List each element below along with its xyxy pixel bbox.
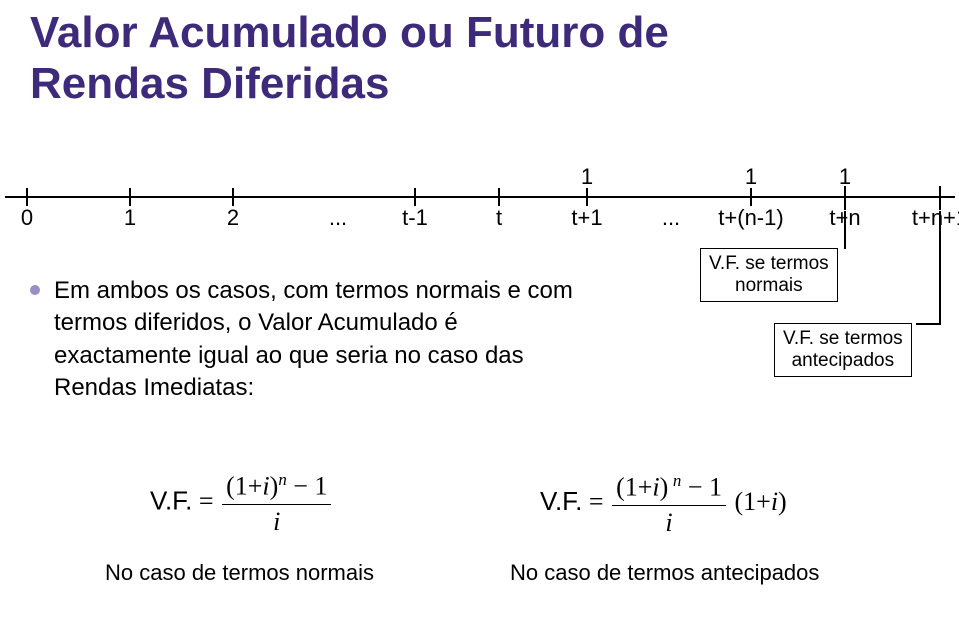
formula-right-fraction: (1+i) n − 1 i	[612, 470, 726, 538]
timeline-tick	[232, 188, 234, 206]
fl-den: i	[222, 505, 331, 537]
formula-left-caption: No caso de termos normais	[105, 560, 374, 586]
timeline-tick	[129, 188, 131, 206]
title-line-1: Valor Acumulado ou Futuro de	[30, 8, 669, 57]
fr-mult-open: (1+	[734, 487, 770, 516]
timeline: 012...t-1t1t+1...1t+(n-1)1t+nt+n+1	[5, 175, 954, 235]
timeline-axis	[5, 196, 955, 198]
fl-num-tail: − 1	[287, 472, 328, 501]
vf-normals-line1: V.F. se termos	[709, 253, 829, 274]
fr-num-var: i	[652, 473, 659, 502]
timeline-tick	[498, 188, 500, 206]
timeline-label-below: ...	[662, 205, 680, 231]
fl-num-var: i	[262, 472, 269, 501]
fl-num-exp: n	[278, 470, 286, 489]
fr-mult-close: )	[778, 487, 787, 516]
body-area: Em ambos os casos, com termos normais e …	[30, 275, 930, 405]
timeline-label-above: 1	[745, 164, 757, 190]
fr-num-open: (1+	[616, 473, 652, 502]
timeline-label-below: t+n+1	[912, 205, 959, 231]
bullet-dot-icon	[30, 285, 40, 295]
timeline-label-below: ...	[329, 205, 347, 231]
fr-mult-var: i	[771, 487, 778, 516]
pointer-antecip-v	[939, 211, 941, 324]
timeline-tick	[586, 188, 588, 206]
bullet-text: Em ambos os casos, com termos normais e …	[54, 275, 584, 405]
timeline-tick	[414, 188, 416, 206]
formula-left-fraction: (1+i)n − 1 i	[222, 470, 331, 537]
formula-right-caption: No caso de termos antecipados	[510, 560, 819, 586]
bullet-row: Em ambos os casos, com termos normais e …	[30, 275, 930, 405]
formula-right: V.F. = (1+i) n − 1 i (1+i)	[540, 470, 787, 538]
formula-left: V.F. = (1+i)n − 1 i	[150, 470, 333, 537]
pointer-normals	[844, 211, 846, 249]
timeline-label-above: 1	[581, 164, 593, 190]
timeline-label-above: 1	[839, 164, 851, 190]
fr-num-close: )	[660, 473, 669, 502]
fl-num-close: )	[270, 472, 279, 501]
formula-left-prefix: V.F.	[150, 485, 192, 515]
timeline-label-below: 2	[227, 205, 239, 231]
fr-den: i	[612, 506, 726, 538]
timeline-label-below: t	[496, 205, 502, 231]
slide-title: Valor Acumulado ou Futuro de Rendas Dife…	[30, 8, 669, 109]
fr-num-tail: − 1	[681, 473, 722, 502]
title-line-2: Rendas Diferidas	[30, 59, 389, 108]
timeline-label-below: t+1	[571, 205, 602, 231]
fl-num-open: (1+	[226, 472, 262, 501]
timeline-label-below: t-1	[402, 205, 428, 231]
timeline-tick	[750, 188, 752, 206]
timeline-label-below: 0	[21, 205, 33, 231]
timeline-label-below: 1	[124, 205, 136, 231]
formula-right-prefix: V.F.	[540, 486, 582, 516]
timeline-tick	[26, 188, 28, 206]
timeline-label-below: t+(n-1)	[718, 205, 783, 231]
